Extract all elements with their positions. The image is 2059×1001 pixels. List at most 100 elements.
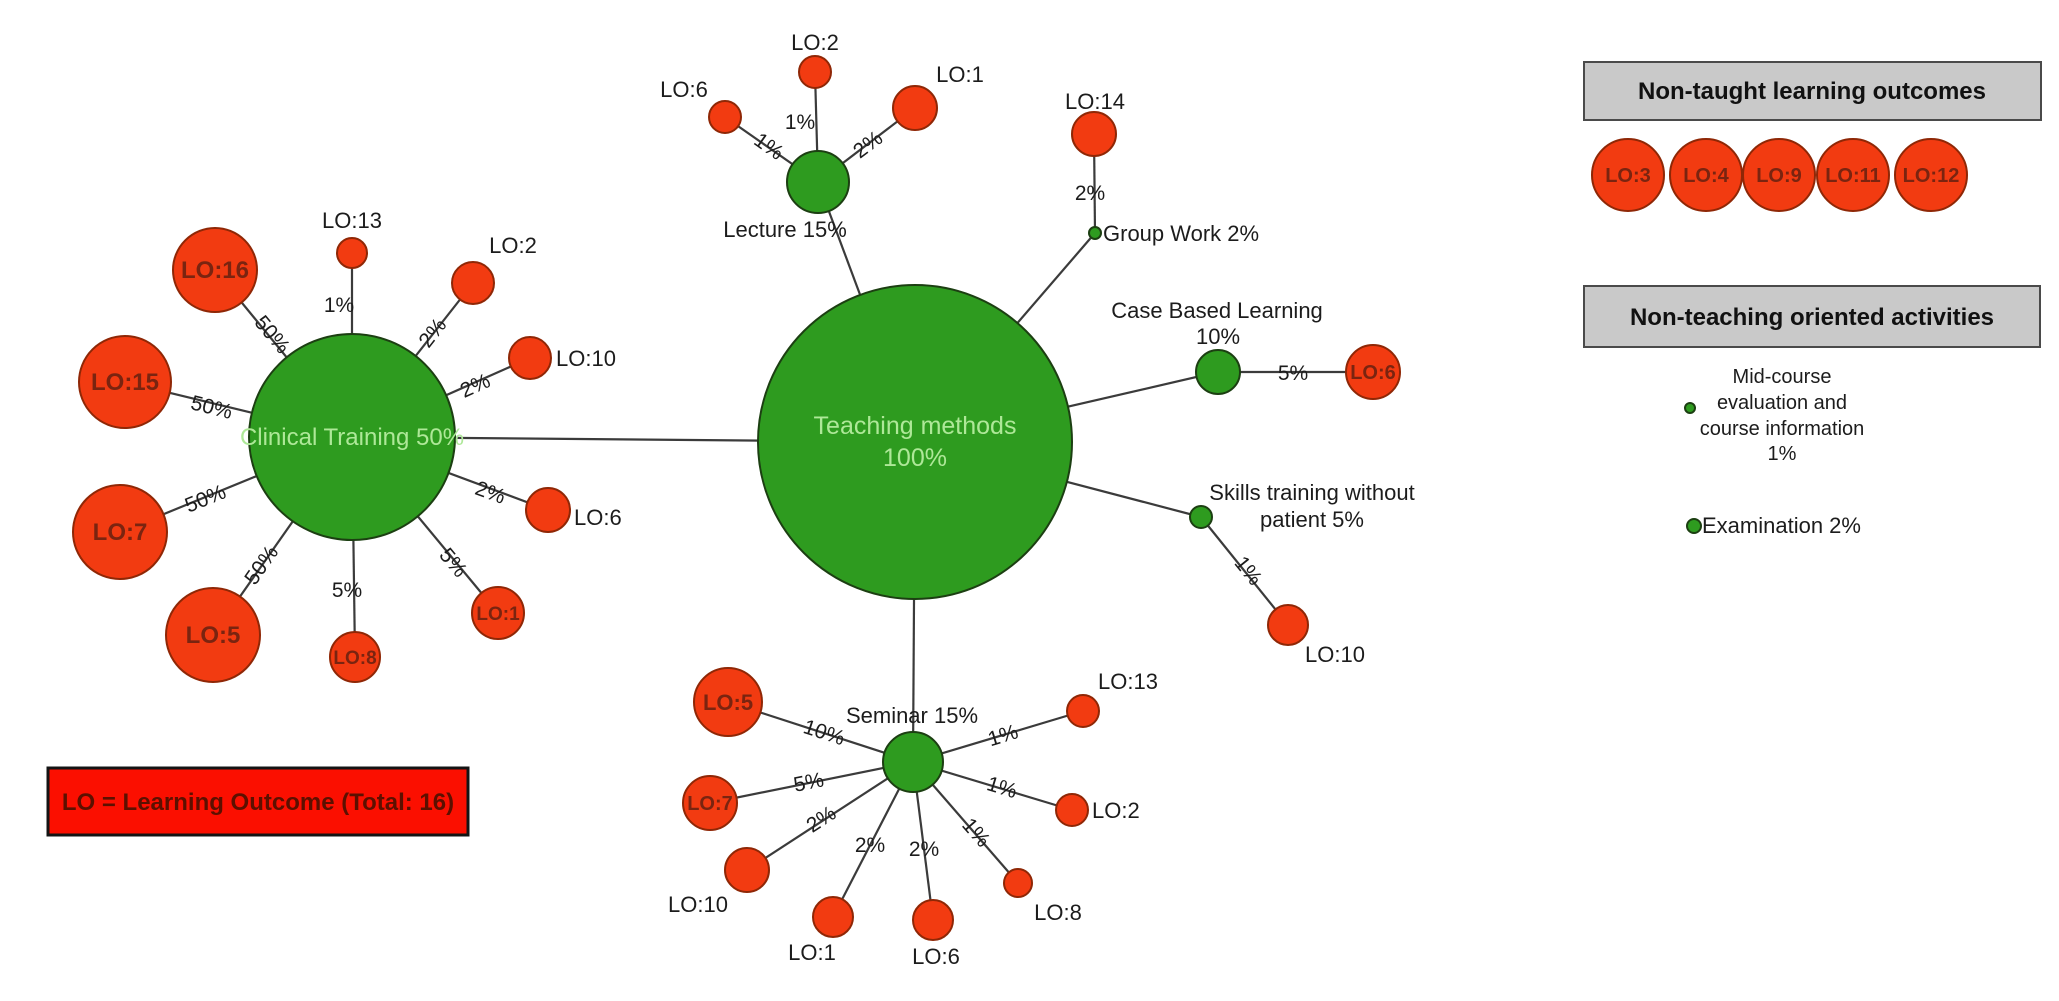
node-nontaught-lo12 (1894, 138, 1968, 212)
node-teaching-methods (757, 284, 1073, 600)
label-clinical-lo1: LO:1 (476, 604, 520, 625)
node-seminar-lo5 (693, 667, 763, 737)
cbl-label-line2: 10% (1196, 324, 1240, 349)
label-lecture-lo6: LO:6 (660, 77, 708, 102)
node-clinical-lo13 (336, 237, 368, 269)
pct-clinical-lo16: 50% (250, 311, 295, 358)
examination-label: Examination 2% (1702, 513, 1861, 538)
pct-clinical-lo13: 1% (324, 294, 354, 317)
teaching-methods-label-line2: 100% (883, 444, 947, 472)
examination-dot (1686, 518, 1702, 534)
midcourse-line2: evaluation and (1717, 392, 1847, 414)
node-clinical-training (248, 333, 456, 541)
legend-text: LO = Learning Outcome (Total: 16) (62, 789, 454, 816)
pct-skills-lo10: 1% (1230, 552, 1267, 590)
skills-label-line1: Skills training without (1209, 480, 1414, 505)
label-clinical-lo6: LO:6 (574, 505, 622, 530)
node-seminar-lo10 (724, 847, 770, 893)
node-cbl-lo6 (1345, 344, 1401, 400)
pct-seminar-lo2: 1% (984, 772, 1020, 803)
label-seminar-lo6: LO:6 (912, 944, 960, 969)
node-seminar-lo7 (682, 775, 738, 831)
edge-skills-lo10 (1200, 516, 1289, 626)
pct-clinical-lo6: 2% (472, 477, 508, 509)
node-clinical-lo7 (72, 484, 168, 580)
label-clinical-lo10: LO:10 (556, 346, 616, 371)
node-clinical-lo16 (172, 227, 258, 313)
pct-lecture-lo6: 1% (750, 129, 788, 165)
pct-clinical-lo15: 50% (188, 391, 234, 423)
label-seminar-lo8: LO:8 (1034, 900, 1082, 925)
node-skills-lo10 (1267, 604, 1309, 646)
pct-seminar-lo13: 1% (985, 720, 1021, 751)
node-clinical-lo2 (451, 261, 495, 305)
label-clinical-lo16: LO:16 (181, 257, 249, 284)
label-seminar-lo5: LO:5 (703, 690, 753, 715)
node-clinical-lo1 (471, 586, 525, 640)
label-clinical-lo15: LO:15 (91, 369, 159, 396)
label-lecture-lo1: LO:1 (936, 62, 984, 87)
label-clinical-lo8: LO:8 (333, 648, 376, 669)
nodes (72, 55, 1401, 941)
label-nontaught-lo11: LO:11 (1825, 165, 1881, 187)
pct-seminar-lo10: 2% (802, 802, 840, 838)
legend: LO = Learning Outcome (Total: 16) (46, 766, 470, 837)
node-nontaught-lo9 (1742, 138, 1816, 212)
edge-seminar-lo10 (746, 761, 914, 871)
node-case-based-learning (1195, 349, 1241, 395)
label-clinical-lo7: LO:7 (93, 519, 148, 546)
node-seminar-lo13 (1066, 694, 1100, 728)
label-lecture-lo2: LO:2 (791, 30, 839, 55)
label-cbl-lo6: LO:6 (1350, 362, 1396, 384)
label-nontaught-lo9: LO:9 (1756, 165, 1802, 187)
node-lecture-lo1 (892, 85, 938, 131)
node-labels: Teaching methods 100% Clinical Training … (91, 30, 1415, 969)
node-clinical-lo5 (165, 587, 261, 683)
node-seminar-lo8 (1003, 868, 1033, 898)
node-lecture-lo2 (798, 55, 832, 89)
node-clinical-lo8 (329, 631, 381, 683)
non-taught-title: Non-taught learning outcomes (1638, 78, 1986, 105)
pct-groupwork-lo14: 2% (1075, 182, 1105, 205)
group-work-label: Group Work 2% (1103, 221, 1259, 246)
non-teaching-panel: Non-teaching oriented activities Mid-cou… (1583, 285, 2041, 538)
node-seminar-lo6 (912, 899, 954, 941)
midcourse-line4: 1% (1768, 443, 1797, 465)
node-lecture (786, 150, 850, 214)
node-groupwork-lo14 (1071, 111, 1117, 157)
label-nontaught-lo4: LO:4 (1683, 165, 1729, 187)
node-lecture-lo6 (708, 100, 742, 134)
label-clinical-lo2: LO:2 (489, 233, 537, 258)
non-teaching-title: Non-teaching oriented activities (1630, 304, 1994, 331)
node-group-work (1088, 226, 1102, 240)
lecture-label: Lecture 15% (723, 217, 847, 242)
label-clinical-lo5: LO:5 (186, 622, 241, 649)
pct-clinical-lo10: 2% (457, 369, 494, 402)
midcourse-line1: Mid-course (1733, 366, 1832, 388)
node-clinical-lo15 (78, 335, 172, 429)
pct-seminar-lo5: 10% (800, 715, 847, 750)
node-seminar-lo2 (1055, 793, 1089, 827)
node-nontaught-lo3 (1591, 138, 1665, 212)
node-seminar (882, 731, 944, 793)
label-nontaught-lo12: LO:12 (1903, 165, 1960, 187)
label-seminar-lo7: LO:7 (687, 793, 733, 815)
edge-seminar-lo7 (709, 760, 914, 805)
pct-seminar-lo7: 5% (792, 768, 826, 796)
label-seminar-lo10: LO:10 (668, 892, 728, 917)
label-skills-lo10: LO:10 (1305, 642, 1365, 667)
label-seminar-lo2: LO:2 (1092, 798, 1140, 823)
non-teaching-header-box (1583, 285, 2041, 348)
legend-box (46, 766, 470, 837)
pct-lecture-lo1: 2% (849, 126, 887, 163)
label-groupwork-lo14: LO:14 (1065, 89, 1125, 114)
cbl-label-line1: Case Based Learning (1111, 298, 1323, 323)
seminar-label: Seminar 15% (846, 703, 978, 728)
midcourse-dot (1684, 402, 1696, 414)
pct-seminar-lo6: 2% (909, 838, 939, 861)
node-seminar-lo1 (812, 896, 854, 938)
pct-clinical-lo1: 5% (434, 544, 471, 582)
label-seminar-lo1: LO:1 (788, 940, 836, 965)
